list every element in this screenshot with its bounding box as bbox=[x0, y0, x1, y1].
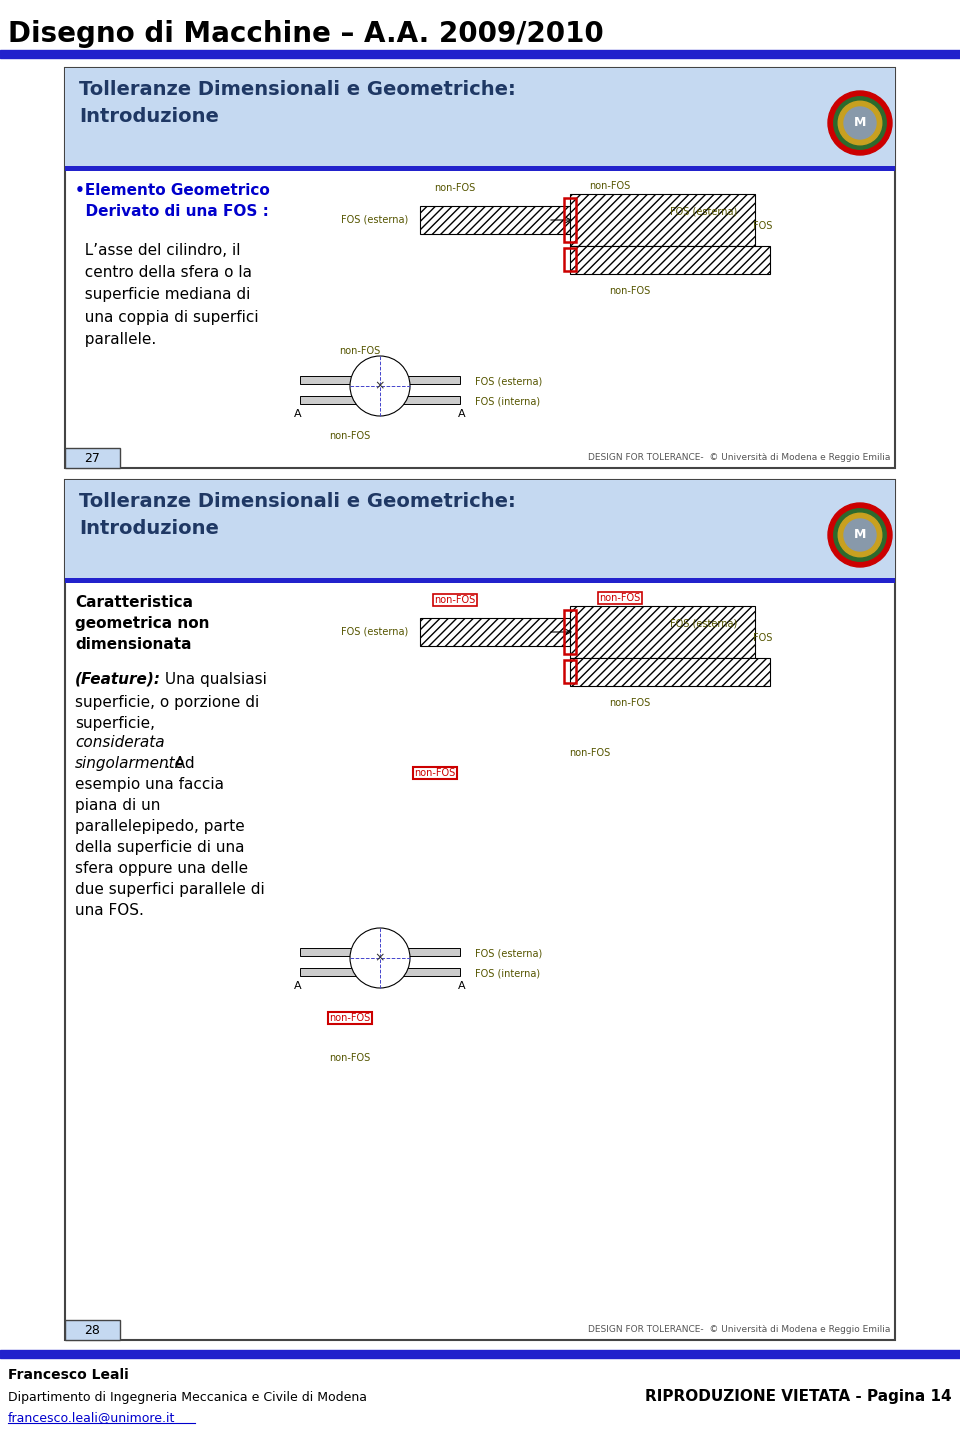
Bar bbox=[564, 610, 576, 654]
Bar bbox=[570, 194, 755, 246]
Circle shape bbox=[833, 509, 886, 561]
Text: Una qualsiasi: Una qualsiasi bbox=[160, 672, 267, 687]
Text: •Elemento Geometrico
  Derivato di una FOS :: •Elemento Geometrico Derivato di una FOS… bbox=[75, 184, 270, 218]
Text: A: A bbox=[458, 980, 466, 991]
Text: francesco.leali@unimore.it: francesco.leali@unimore.it bbox=[8, 1411, 176, 1424]
Text: non-FOS: non-FOS bbox=[340, 346, 380, 356]
Bar bbox=[420, 205, 570, 234]
Bar bbox=[564, 659, 576, 683]
Text: A: A bbox=[458, 409, 466, 419]
Text: Dipartimento di Ingegneria Meccanica e Civile di Modena: Dipartimento di Ingegneria Meccanica e C… bbox=[8, 1391, 367, 1404]
Text: Caratteristica
geometrica non
dimensionata: Caratteristica geometrica non dimensiona… bbox=[75, 594, 209, 652]
Bar bbox=[300, 376, 460, 385]
Text: non-FOS: non-FOS bbox=[415, 768, 456, 778]
Circle shape bbox=[833, 97, 886, 149]
Text: FOS (esterna): FOS (esterna) bbox=[341, 628, 408, 638]
Text: M: M bbox=[853, 528, 866, 541]
Text: non-FOS: non-FOS bbox=[434, 594, 475, 604]
Bar bbox=[65, 68, 895, 469]
Text: non-FOS: non-FOS bbox=[599, 593, 640, 603]
Bar bbox=[300, 396, 460, 403]
Bar bbox=[65, 578, 895, 583]
Circle shape bbox=[844, 107, 876, 139]
Text: FOS: FOS bbox=[753, 633, 773, 643]
Bar bbox=[0, 1351, 960, 1358]
Circle shape bbox=[350, 928, 410, 988]
Circle shape bbox=[838, 513, 881, 557]
Text: (Feature):: (Feature): bbox=[75, 672, 161, 687]
Circle shape bbox=[838, 101, 881, 145]
Text: FOS (interna): FOS (interna) bbox=[475, 967, 540, 977]
Text: 27: 27 bbox=[84, 451, 100, 464]
Text: non-FOS: non-FOS bbox=[610, 286, 651, 296]
Text: 28: 28 bbox=[84, 1323, 100, 1336]
Text: ×: × bbox=[374, 379, 385, 392]
Bar bbox=[65, 448, 120, 469]
Text: non-FOS: non-FOS bbox=[329, 1014, 371, 1022]
Text: RIPRODUZIONE VIETATA - Pagina 14: RIPRODUZIONE VIETATA - Pagina 14 bbox=[645, 1390, 952, 1404]
Bar bbox=[420, 617, 570, 646]
Text: . Ad: . Ad bbox=[165, 756, 195, 771]
Bar bbox=[570, 606, 755, 658]
Bar bbox=[564, 198, 576, 241]
Bar bbox=[570, 246, 770, 273]
Text: DESIGN FOR TOLERANCE-  © Università di Modena e Reggio Emilia: DESIGN FOR TOLERANCE- © Università di Mo… bbox=[588, 1326, 890, 1335]
Text: non-FOS: non-FOS bbox=[434, 184, 475, 192]
Circle shape bbox=[828, 91, 892, 155]
Circle shape bbox=[844, 519, 876, 551]
Bar bbox=[570, 658, 770, 685]
Text: FOS: FOS bbox=[753, 221, 773, 231]
Text: Tolleranze Dimensionali e Geometriche:
Introduzione: Tolleranze Dimensionali e Geometriche: I… bbox=[79, 80, 516, 126]
Text: A: A bbox=[294, 409, 301, 419]
Text: Disegno di Macchine – A.A. 2009/2010: Disegno di Macchine – A.A. 2009/2010 bbox=[8, 20, 604, 48]
Text: FOS (interna): FOS (interna) bbox=[475, 396, 540, 406]
Circle shape bbox=[828, 503, 892, 567]
Text: non-FOS: non-FOS bbox=[329, 431, 371, 441]
Text: FOS (esterna): FOS (esterna) bbox=[341, 215, 408, 226]
Text: FOS (esterna): FOS (esterna) bbox=[475, 949, 542, 959]
Bar bbox=[65, 166, 895, 171]
Text: ×: × bbox=[374, 951, 385, 964]
Text: FOS (esterna): FOS (esterna) bbox=[475, 376, 542, 386]
Text: singolarmente: singolarmente bbox=[75, 756, 185, 771]
Bar bbox=[65, 1320, 120, 1340]
Bar bbox=[65, 480, 895, 1340]
Text: L’asse del cilindro, il
  centro della sfera o la
  superficie mediana di
  una : L’asse del cilindro, il centro della sfe… bbox=[75, 243, 258, 347]
Text: non-FOS: non-FOS bbox=[610, 698, 651, 709]
Text: non-FOS: non-FOS bbox=[589, 181, 631, 191]
Text: non-FOS: non-FOS bbox=[569, 748, 611, 758]
Text: superficie, o porzione di
superficie,: superficie, o porzione di superficie, bbox=[75, 696, 259, 732]
Bar bbox=[65, 480, 895, 580]
Bar bbox=[300, 967, 460, 976]
Text: esempio una faccia
piana di un
parallelepipedo, parte
della superficie di una
sf: esempio una faccia piana di un parallele… bbox=[75, 777, 265, 918]
Text: DESIGN FOR TOLERANCE-  © Università di Modena e Reggio Emilia: DESIGN FOR TOLERANCE- © Università di Mo… bbox=[588, 454, 890, 463]
Bar bbox=[0, 51, 960, 58]
Bar bbox=[300, 949, 460, 956]
Bar bbox=[564, 249, 576, 270]
Text: M: M bbox=[853, 117, 866, 130]
Text: considerata: considerata bbox=[75, 735, 164, 750]
Text: FOS (esterna): FOS (esterna) bbox=[670, 619, 737, 629]
Text: FOS (esterna): FOS (esterna) bbox=[670, 207, 737, 217]
Text: Francesco Leali: Francesco Leali bbox=[8, 1368, 129, 1382]
Text: Tolleranze Dimensionali e Geometriche:
Introduzione: Tolleranze Dimensionali e Geometriche: I… bbox=[79, 492, 516, 538]
Bar bbox=[65, 68, 895, 168]
Text: A: A bbox=[294, 980, 301, 991]
Text: non-FOS: non-FOS bbox=[329, 1053, 371, 1063]
Circle shape bbox=[350, 356, 410, 416]
